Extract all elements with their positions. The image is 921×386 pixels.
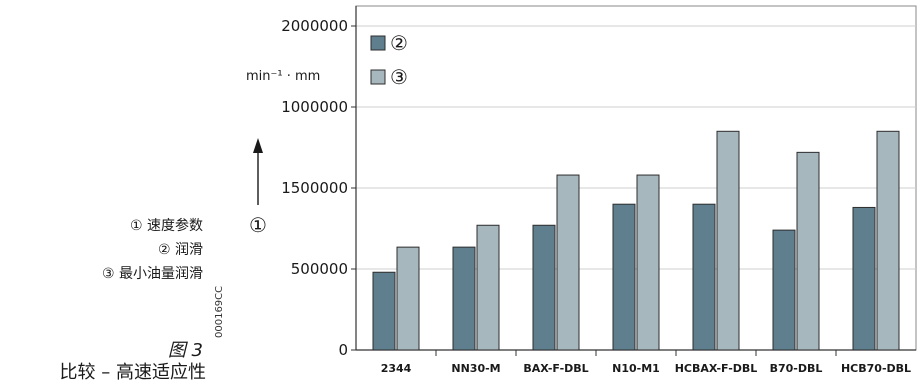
bar <box>396 246 420 351</box>
figure-title: 比较 – 高速适应性 <box>59 362 206 383</box>
bar <box>876 130 900 351</box>
legend-swatch <box>370 35 386 51</box>
x-tick-label: NN30-M <box>451 362 500 375</box>
bar <box>716 130 740 351</box>
y-axis-unit: min⁻¹ · mm <box>246 69 320 84</box>
bar <box>692 203 716 351</box>
y-tick-label: 500000 <box>291 260 348 278</box>
bar <box>612 203 636 351</box>
y-tick-label: 1000000 <box>281 98 348 116</box>
y-axis-marker: ① <box>249 213 267 237</box>
figure-legend: ① 速度参数 ② 润滑 ③ 最小油量润滑 <box>102 214 203 286</box>
bar <box>532 224 556 351</box>
bar <box>372 271 396 351</box>
y-tick-label: 1500000 <box>281 179 348 197</box>
bar <box>636 174 660 351</box>
y-tick-label: 2000000 <box>281 17 348 35</box>
legend-item-speed-parameter: ① 速度参数 <box>129 218 203 234</box>
x-tick-label: HCBAX-F-DBL <box>675 362 758 375</box>
legend-label: ③ <box>390 65 408 89</box>
x-tick-label: HCB70-DBL <box>841 362 911 375</box>
bar <box>772 229 796 351</box>
bar <box>796 151 820 351</box>
x-tick-label: BAX-F-DBL <box>523 362 588 375</box>
y-tick-label: 0 <box>338 341 348 359</box>
x-tick-label: N10-M1 <box>612 362 660 375</box>
bar <box>452 246 476 351</box>
plot-frame <box>355 5 917 351</box>
figure-number: 图 3 <box>167 340 203 361</box>
legend-swatch <box>370 69 386 85</box>
up-arrow-icon <box>253 138 263 153</box>
bar <box>852 206 876 351</box>
bar <box>476 224 500 351</box>
legend-item-lubrication: ② 润滑 <box>157 242 203 258</box>
legend-item-minimum-oil: ③ 最小油量润滑 <box>101 266 203 282</box>
bar <box>556 174 580 351</box>
x-tick-label: 2344 <box>381 362 412 375</box>
x-tick-label: B70-DBL <box>770 362 823 375</box>
legend-label: ② <box>390 31 408 55</box>
